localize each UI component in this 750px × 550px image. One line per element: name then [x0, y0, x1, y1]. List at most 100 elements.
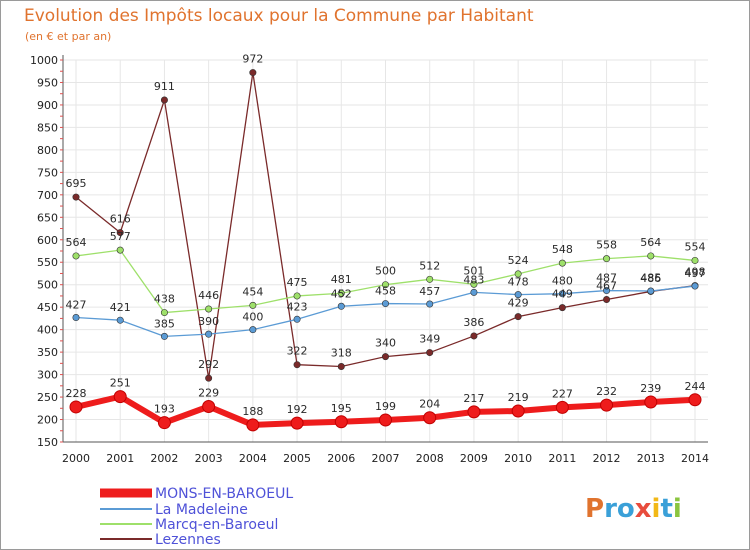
x-tick-label: 2001	[106, 452, 134, 465]
data-label: 427	[66, 299, 87, 312]
data-label: 558	[596, 239, 617, 252]
data-point	[337, 362, 345, 370]
data-label: 695	[66, 177, 87, 190]
data-point	[116, 229, 124, 237]
y-tick-label: 600	[37, 234, 58, 247]
data-label: 500	[375, 265, 396, 278]
logo-letter: i	[673, 494, 682, 524]
data-label: 498	[685, 266, 706, 279]
data-label: 292	[198, 358, 219, 371]
data-point	[293, 315, 301, 323]
y-tick-label: 1000	[30, 54, 58, 67]
y-tick-label: 500	[37, 279, 58, 292]
data-point	[470, 280, 478, 288]
data-label: 564	[66, 236, 87, 249]
data-label: 322	[287, 345, 308, 358]
data-label: 429	[508, 297, 529, 310]
data-label: 483	[463, 273, 484, 286]
data-point	[647, 287, 655, 295]
legend-label: MONS-EN-BAROEUL	[155, 486, 293, 502]
data-label: 972	[242, 53, 263, 66]
logo-letter: i	[652, 494, 661, 524]
data-point	[334, 415, 348, 429]
x-tick-label: 2013	[637, 452, 665, 465]
x-tick-label: 2007	[372, 452, 400, 465]
data-label: 512	[419, 259, 440, 272]
data-label: 340	[375, 337, 396, 350]
y-tick-label: 550	[37, 256, 58, 269]
data-point	[603, 287, 611, 295]
data-point	[205, 330, 213, 338]
x-tick-label: 2004	[239, 452, 267, 465]
data-point	[381, 300, 389, 308]
data-label: 454	[242, 285, 263, 298]
data-label: 564	[640, 236, 661, 249]
x-tick-label: 2005	[283, 452, 311, 465]
data-label: 217	[463, 392, 484, 405]
proxiti-logo: Proxiti	[585, 494, 682, 524]
data-label: 239	[640, 382, 661, 395]
data-label: 911	[154, 80, 175, 93]
series-lines	[69, 69, 702, 432]
data-point	[426, 300, 434, 308]
x-tick-label: 2006	[327, 452, 355, 465]
axes: 150 200 250 300 350 400 450 500 550 600 650 700 750 8…	[30, 54, 709, 465]
data-point	[644, 395, 658, 409]
data-label: 452	[331, 287, 352, 300]
data-point	[160, 96, 168, 104]
data-label: 228	[66, 387, 87, 400]
data-point	[381, 281, 389, 289]
data-point	[72, 314, 80, 322]
data-point	[72, 252, 80, 260]
y-tick-label: 400	[37, 324, 58, 337]
data-label: 548	[552, 243, 573, 256]
data-point	[160, 332, 168, 340]
y-tick-label: 750	[37, 166, 58, 179]
data-point	[555, 400, 569, 414]
data-label: 219	[508, 391, 529, 404]
y-tick-label: 950	[37, 76, 58, 89]
x-tick-label: 2012	[593, 452, 621, 465]
data-point	[647, 252, 655, 260]
data-point	[337, 302, 345, 310]
y-tick-label: 800	[37, 144, 58, 157]
data-point	[116, 246, 124, 254]
y-tick-label: 200	[37, 414, 58, 427]
data-point	[603, 296, 611, 304]
data-point	[691, 282, 699, 290]
data-point	[558, 304, 566, 312]
data-label: 501	[463, 264, 484, 277]
data-point	[205, 374, 213, 382]
x-tick-label: 2014	[681, 452, 709, 465]
data-label: 423	[287, 300, 308, 313]
data-point	[600, 398, 614, 412]
logo-letter: P	[585, 494, 604, 524]
y-tick-label: 850	[37, 121, 58, 134]
data-label: 457	[419, 285, 440, 298]
data-label: 497	[685, 267, 706, 280]
x-tick-label: 2003	[195, 452, 223, 465]
y-tick-label: 900	[37, 99, 58, 112]
data-label: 616	[110, 213, 131, 226]
chart-title: Evolution des Impôts locaux pour la Comm…	[24, 6, 534, 26]
data-label: 227	[552, 387, 573, 400]
x-tick-label: 2002	[150, 452, 178, 465]
data-point	[157, 416, 171, 430]
data-label: 244	[685, 380, 706, 393]
data-label: 251	[110, 377, 131, 390]
y-tick-label: 350	[37, 346, 58, 359]
data-label: 446	[198, 289, 219, 302]
legend-label: Marcq-en-Baroeul	[155, 517, 278, 533]
data-label: 467	[596, 280, 617, 293]
data-point	[558, 259, 566, 267]
data-point	[470, 288, 478, 296]
data-point	[293, 361, 301, 369]
data-label: 438	[154, 293, 175, 306]
data-point	[426, 349, 434, 357]
y-tick-label: 450	[37, 301, 58, 314]
data-point	[426, 275, 434, 283]
data-label: 193	[154, 403, 175, 416]
